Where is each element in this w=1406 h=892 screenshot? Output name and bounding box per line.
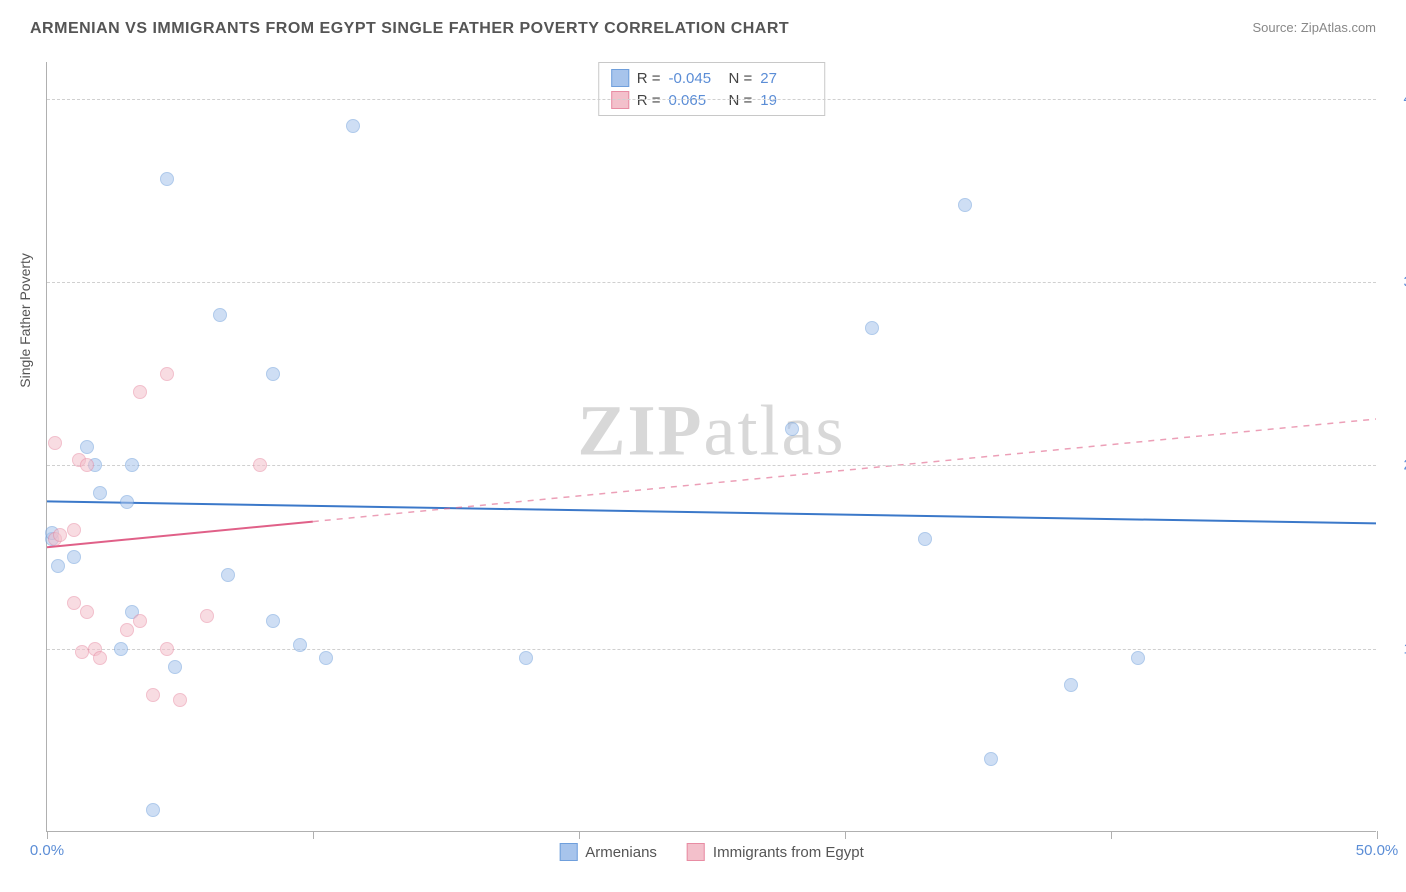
gridline bbox=[47, 465, 1376, 466]
scatter-point bbox=[67, 550, 81, 564]
watermark-bold: ZIP bbox=[578, 391, 704, 471]
x-tick bbox=[845, 831, 846, 839]
stat-n-value-series1: 27 bbox=[760, 70, 812, 87]
scatter-point bbox=[53, 528, 67, 542]
stat-r-value-series2: 0.065 bbox=[669, 92, 721, 109]
correlation-legend-row: R = 0.065 N = 19 bbox=[611, 89, 813, 111]
chart-plot-area: Single Father Poverty ZIPatlas R = -0.04… bbox=[46, 62, 1376, 832]
scatter-point bbox=[114, 642, 128, 656]
series-legend-label: Immigrants from Egypt bbox=[713, 844, 864, 861]
scatter-point bbox=[93, 486, 107, 500]
scatter-point bbox=[319, 651, 333, 665]
scatter-point bbox=[160, 642, 174, 656]
scatter-point bbox=[80, 458, 94, 472]
series-legend-label: Armenians bbox=[585, 844, 657, 861]
scatter-point bbox=[865, 321, 879, 335]
scatter-point bbox=[266, 614, 280, 628]
scatter-point bbox=[293, 638, 307, 652]
stat-n-value-series2: 19 bbox=[760, 92, 812, 109]
gridline bbox=[47, 282, 1376, 283]
scatter-point bbox=[80, 440, 94, 454]
legend-swatch-series2 bbox=[687, 843, 705, 861]
scatter-point bbox=[221, 568, 235, 582]
scatter-point bbox=[133, 385, 147, 399]
x-tick bbox=[579, 831, 580, 839]
scatter-point bbox=[918, 532, 932, 546]
gridline bbox=[47, 99, 1376, 100]
scatter-point bbox=[266, 367, 280, 381]
trend-line-solid bbox=[47, 501, 1376, 523]
scatter-point bbox=[75, 645, 89, 659]
scatter-point bbox=[984, 752, 998, 766]
x-tick-label: 50.0% bbox=[1356, 842, 1399, 859]
legend-swatch-series2 bbox=[611, 91, 629, 109]
gridline bbox=[47, 649, 1376, 650]
scatter-point bbox=[160, 367, 174, 381]
scatter-point bbox=[213, 308, 227, 322]
watermark-light: atlas bbox=[704, 391, 846, 471]
scatter-point bbox=[120, 495, 134, 509]
stat-r-label: R = bbox=[637, 92, 661, 109]
scatter-point bbox=[48, 436, 62, 450]
scatter-point bbox=[1131, 651, 1145, 665]
scatter-point bbox=[958, 198, 972, 212]
y-tick-label: 30.0% bbox=[1386, 274, 1406, 291]
trend-lines-layer bbox=[47, 62, 1376, 831]
stat-r-value-series1: -0.045 bbox=[669, 70, 721, 87]
scatter-point bbox=[519, 651, 533, 665]
y-tick-label: 10.0% bbox=[1386, 640, 1406, 657]
watermark: ZIPatlas bbox=[578, 390, 846, 473]
series-legend-item: Immigrants from Egypt bbox=[687, 843, 864, 861]
scatter-point bbox=[146, 803, 160, 817]
scatter-point bbox=[67, 596, 81, 610]
series-legend: Armenians Immigrants from Egypt bbox=[559, 843, 864, 861]
scatter-point bbox=[168, 660, 182, 674]
scatter-point bbox=[120, 623, 134, 637]
trend-line-solid bbox=[47, 522, 313, 548]
scatter-point bbox=[133, 614, 147, 628]
scatter-point bbox=[1064, 678, 1078, 692]
scatter-point bbox=[253, 458, 267, 472]
scatter-point bbox=[146, 688, 160, 702]
chart-title: ARMENIAN VS IMMIGRANTS FROM EGYPT SINGLE… bbox=[30, 20, 789, 38]
y-axis-label: Single Father Poverty bbox=[17, 253, 33, 388]
series-legend-item: Armenians bbox=[559, 843, 657, 861]
stat-n-label: N = bbox=[729, 70, 753, 87]
scatter-point bbox=[125, 458, 139, 472]
y-tick-label: 20.0% bbox=[1386, 457, 1406, 474]
scatter-point bbox=[346, 119, 360, 133]
stat-r-label: R = bbox=[637, 70, 661, 87]
scatter-point bbox=[93, 651, 107, 665]
scatter-point bbox=[200, 609, 214, 623]
scatter-point bbox=[67, 523, 81, 537]
source-label: Source: ZipAtlas.com bbox=[1252, 20, 1376, 35]
scatter-point bbox=[51, 559, 65, 573]
stat-n-label: N = bbox=[729, 92, 753, 109]
x-tick bbox=[1111, 831, 1112, 839]
legend-swatch-series1 bbox=[611, 69, 629, 87]
x-tick-label: 0.0% bbox=[30, 842, 64, 859]
correlation-legend-row: R = -0.045 N = 27 bbox=[611, 67, 813, 89]
scatter-point bbox=[80, 605, 94, 619]
x-tick bbox=[47, 831, 48, 839]
legend-swatch-series1 bbox=[559, 843, 577, 861]
scatter-point bbox=[785, 422, 799, 436]
scatter-point bbox=[173, 693, 187, 707]
scatter-point bbox=[160, 172, 174, 186]
x-tick bbox=[1377, 831, 1378, 839]
trend-line-dashed bbox=[313, 419, 1376, 522]
correlation-legend: R = -0.045 N = 27 R = 0.065 N = 19 bbox=[598, 62, 826, 116]
y-tick-label: 40.0% bbox=[1386, 90, 1406, 107]
x-tick bbox=[313, 831, 314, 839]
